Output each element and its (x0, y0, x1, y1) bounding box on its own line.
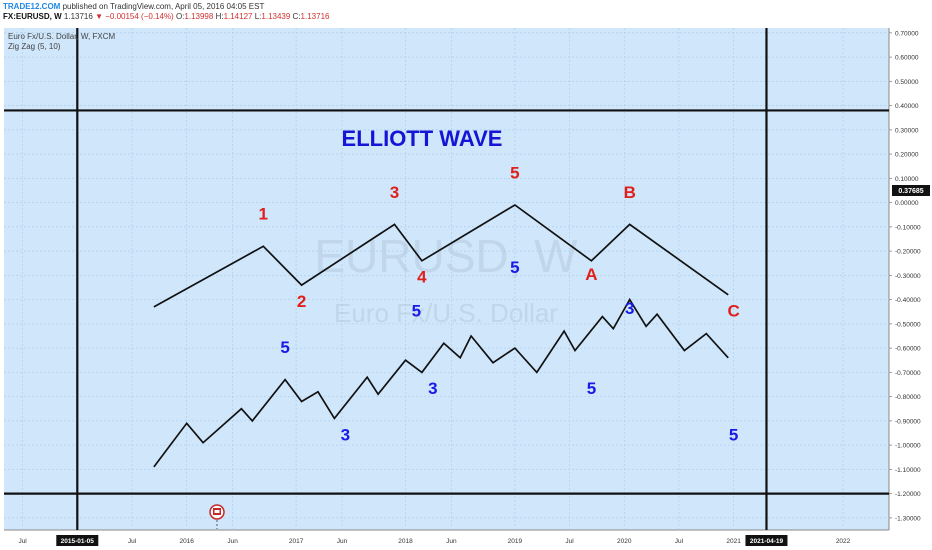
indicator-name[interactable]: Zig Zag (5, 10) (8, 42, 61, 51)
y-tick-label: -0.50000 (895, 321, 921, 328)
brand-link[interactable]: TRADE12.COM (3, 2, 61, 11)
y-tick-label: 0.60000 (895, 55, 919, 62)
x-tick-label: Jun (227, 538, 238, 545)
primary-wave-label: 2 (297, 292, 306, 311)
y-tick-label: -1.20000 (895, 491, 921, 498)
y-tick-label: -1.00000 (895, 443, 921, 450)
change-down-icon: ▼ (95, 12, 103, 21)
y-tick-label: -0.90000 (895, 418, 921, 425)
sub-wave-label: 5 (412, 302, 421, 321)
x-tick-badge (56, 535, 99, 546)
y-tick-label: -0.80000 (895, 394, 921, 401)
sub-wave-label: 5 (729, 425, 738, 444)
x-tick-label: Jul (675, 538, 684, 545)
x-tick-label: Jun (337, 538, 348, 545)
x-tick-label: 2020 (617, 538, 632, 545)
grid-lines (4, 28, 889, 530)
change-value: −0.00154 (−0.14%) (105, 12, 174, 21)
quote-line: FX:EURUSD, W 1.13716 ▼ −0.00154 (−0.14%)… (3, 12, 329, 22)
y-tick-label: -1.10000 (895, 467, 921, 474)
price-badge-value: 0.37685 (898, 188, 923, 195)
x-tick-label: Jun (446, 538, 457, 545)
sub-wave-label: 3 (341, 425, 350, 444)
primary-wave-line (153, 203, 729, 308)
high-label: H: (215, 12, 224, 21)
wave-series (153, 203, 729, 468)
x-tick-label: Jul (18, 538, 27, 545)
y-tick-label: 0.30000 (895, 127, 919, 134)
y-tick-label: -0.60000 (895, 346, 921, 353)
y-tick-label: 0.40000 (895, 103, 919, 110)
chart-header: TRADE12.COM published on TradingView.com… (0, 0, 932, 24)
boundary-lines (4, 28, 889, 530)
x-tick-label: 2017 (289, 538, 304, 545)
y-tick-label: -0.10000 (895, 224, 921, 231)
primary-wave-label: C (728, 302, 740, 321)
y-tick-label: -0.20000 (895, 249, 921, 256)
time-axis[interactable] (4, 530, 932, 550)
x-tick-label: 2015-01-05 (61, 538, 95, 545)
y-tick-label: 0.50000 (895, 79, 919, 86)
x-tick-labels: Jul 2015-01-05 Jul 2016 Jun 2017 Jun 2018 Jun 201… (18, 535, 851, 546)
open-value: 1.13998 (184, 12, 214, 21)
primary-wave-label: 1 (259, 205, 268, 224)
x-tick-label: 2018 (398, 538, 413, 545)
sub-wave-label: 3 (625, 299, 634, 318)
y-tick-label: 0.00000 (895, 200, 919, 207)
primary-wave-label: B (624, 183, 636, 202)
primary-wave-label: 4 (417, 268, 427, 287)
y-tick-label: 0.10000 (895, 176, 919, 183)
price-badge-box (892, 185, 930, 196)
y-tick-label: -0.30000 (895, 273, 921, 280)
sub-wave-label: 5 (280, 338, 289, 357)
x-tick-label: Jul (565, 538, 574, 545)
watermark-symbol: EURUSD, W (314, 230, 578, 282)
chart-title: ELLIOTT WAVE (342, 126, 503, 151)
x-tick-label: 2021-04-19 (750, 538, 784, 545)
publish-line: TRADE12.COM published on TradingView.com… (3, 2, 264, 12)
series-title[interactable]: Euro Fx/U.S. Dollar, W, FXCM (8, 32, 116, 41)
event-marker-icon[interactable] (209, 504, 225, 529)
x-tick-label: 2022 (836, 538, 851, 545)
high-value: 1.14127 (223, 12, 253, 21)
price-axis[interactable] (889, 28, 932, 530)
elliott-wave-chart[interactable]: EURUSD, W Euro Fx/U.S. Dollar 1 2 3 4 5 A B C 5 3… (0, 24, 932, 550)
open-label: O: (175, 12, 185, 21)
sub-wave-line (153, 297, 729, 468)
y-tick-label: 0.20000 (895, 152, 919, 159)
close-label: C: (292, 12, 301, 21)
low-label: L: (254, 12, 262, 21)
plot-area[interactable] (4, 28, 889, 530)
sub-wave-label: 5 (510, 258, 519, 277)
y-tick-label: 0.70000 (895, 30, 919, 37)
x-tick-label: 2016 (179, 538, 194, 545)
low-value: 1.13439 (261, 12, 291, 21)
y-tick-labels: 0.70000 0.60000 0.50000 0.40000 0.30000 0.200… (889, 30, 921, 522)
close-value: 1.13716 (300, 12, 330, 21)
symbol-label[interactable]: FX:EURUSD, W (3, 12, 62, 21)
publish-info: published on TradingView.com, April 05, … (62, 2, 265, 11)
watermark-description: Euro Fx/U.S. Dollar (334, 298, 558, 328)
primary-wave-label: A (585, 265, 597, 284)
primary-wave-label: 3 (390, 183, 399, 202)
x-tick-badge (745, 535, 788, 546)
x-tick-label: 2019 (508, 538, 523, 545)
last-price: 1.13716 (63, 12, 93, 21)
y-tick-label: -0.40000 (895, 297, 921, 304)
primary-wave-label: 5 (510, 163, 519, 182)
x-tick-label: 2021 (726, 538, 741, 545)
price-badge: 0.37685 (892, 185, 930, 196)
y-tick-label: -0.70000 (895, 370, 921, 377)
y-tick-label: -1.30000 (895, 515, 921, 522)
x-tick-label: Jul (128, 538, 137, 545)
wave-labels: 1 2 3 4 5 A B C 5 3 5 3 5 5 3 5 (259, 163, 740, 444)
sub-wave-label: 5 (587, 379, 596, 398)
sub-wave-label: 3 (428, 379, 437, 398)
